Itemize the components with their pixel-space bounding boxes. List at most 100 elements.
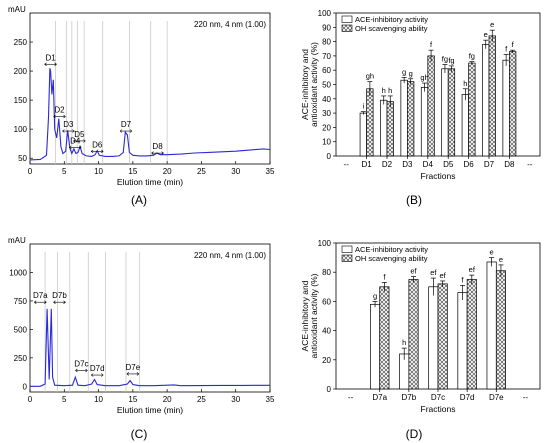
y-tick-label: 60 bbox=[322, 66, 331, 75]
bar bbox=[486, 261, 497, 390]
x-tick-label: 30 bbox=[231, 395, 240, 404]
peak-range-arrow bbox=[44, 62, 57, 67]
x-tick-placeholder: -- bbox=[348, 393, 354, 402]
significance-letter: e bbox=[484, 30, 488, 39]
bar bbox=[441, 68, 449, 157]
legend-label: ACE-inhibitory activity bbox=[355, 245, 428, 254]
x-tick-label: 0 bbox=[28, 395, 33, 404]
significance-letter: e bbox=[490, 20, 494, 29]
bar bbox=[427, 55, 435, 157]
significance-letter: f bbox=[430, 40, 433, 49]
peak-range-arrow bbox=[53, 114, 66, 119]
peak-range-arrow bbox=[53, 300, 66, 304]
bar bbox=[420, 87, 429, 157]
y-tick-label: 0 bbox=[327, 385, 332, 394]
bar bbox=[482, 44, 490, 157]
x-tick-label: D5 bbox=[443, 160, 454, 169]
significance-letter: ef bbox=[410, 267, 417, 276]
y-tick-label: 30 bbox=[322, 109, 331, 118]
bar-chart-3: 0 20 40 60 80 100 ACE-inhibitory and antioxidan… bbox=[300, 239, 541, 414]
significance-letter: gh bbox=[366, 72, 374, 81]
bar bbox=[461, 94, 469, 157]
significance-letter: h bbox=[402, 338, 406, 347]
significance-letter: e bbox=[490, 248, 494, 257]
chromatogram-0: 0 5 10 15 20 25 30 35 50 100 150 200 250 mAU Elution t… bbox=[8, 5, 275, 187]
x-tick-label: 30 bbox=[231, 167, 240, 176]
x-tick-label: D6 bbox=[463, 160, 474, 169]
detector-annotation: 220 nm, 4 nm (1.00) bbox=[194, 20, 266, 29]
x-tick-label: 25 bbox=[197, 167, 206, 176]
bar bbox=[428, 286, 439, 390]
significance-letter: g bbox=[373, 291, 377, 300]
significance-letter: h bbox=[382, 86, 386, 95]
legend-swatch bbox=[341, 24, 353, 32]
x-tick-label: 10 bbox=[94, 395, 103, 404]
x-tick-label: 5 bbox=[62, 167, 67, 176]
bar bbox=[488, 35, 496, 157]
x-tick-placeholder: -- bbox=[523, 393, 529, 402]
bar bbox=[379, 286, 390, 390]
legend-swatch bbox=[341, 245, 353, 253]
peak-range-arrow bbox=[34, 300, 47, 304]
panel-label-d: (D) bbox=[406, 427, 423, 441]
significance-letter: h bbox=[388, 86, 392, 95]
y-tick-label: 200 bbox=[14, 67, 28, 76]
bar bbox=[400, 79, 408, 157]
significance-letter: fg bbox=[442, 54, 448, 63]
peak-label: D3 bbox=[63, 120, 74, 129]
x-tick-label: 35 bbox=[266, 395, 275, 404]
legend-label: OH scavenging ability bbox=[355, 254, 428, 263]
peak-label: D2 bbox=[54, 106, 65, 115]
y-tick-label: 500 bbox=[14, 325, 28, 334]
bar bbox=[457, 292, 468, 390]
x-tick-label: 15 bbox=[128, 395, 137, 404]
y-tick-label: 60 bbox=[322, 297, 331, 306]
bar bbox=[380, 99, 388, 157]
x-tick-label: D7a bbox=[372, 393, 387, 402]
bar bbox=[447, 68, 456, 157]
x-tick-label: 35 bbox=[266, 167, 275, 176]
x-tick-label: 0 bbox=[28, 167, 33, 176]
x-tick-label: D7 bbox=[484, 160, 495, 169]
y-tick-label: 20 bbox=[322, 356, 331, 365]
x-tick-label: D3 bbox=[402, 160, 413, 169]
x-tick-label: 20 bbox=[163, 395, 172, 404]
peak-label: D8 bbox=[152, 142, 163, 151]
bar bbox=[509, 51, 517, 157]
peak-range-arrow bbox=[62, 129, 75, 133]
legend-label: ACE-inhibitory activity bbox=[355, 15, 428, 24]
peak-label: D7e bbox=[126, 363, 141, 372]
y-tick-label: 0 bbox=[327, 152, 332, 161]
peak-label: D7 bbox=[121, 120, 132, 129]
peak-range-arrow bbox=[91, 373, 104, 377]
y-tick-label: 1000 bbox=[9, 268, 27, 277]
significance-letter: f bbox=[512, 40, 515, 49]
x-tick-label: D7b bbox=[402, 393, 417, 402]
x-tick-placeholder: -- bbox=[344, 160, 350, 169]
significance-letter: g bbox=[402, 67, 406, 76]
y-tick-label: 250 bbox=[14, 354, 28, 363]
y-tick-label: 70 bbox=[322, 52, 331, 61]
significance-letter: ef bbox=[440, 271, 447, 280]
x-tick-label: 5 bbox=[62, 395, 67, 404]
significance-letter: fg bbox=[448, 56, 454, 65]
peak-label: D7d bbox=[90, 364, 105, 373]
legend-label: OH scavenging ability bbox=[355, 24, 428, 33]
peak-label: D7c bbox=[74, 360, 88, 369]
peak-label: D5 bbox=[74, 130, 85, 139]
bar bbox=[495, 270, 506, 390]
panel-label-b: (B) bbox=[406, 193, 422, 207]
significance-letter: f bbox=[505, 44, 508, 53]
y-tick-label: 80 bbox=[322, 268, 331, 277]
y-tick-label: 750 bbox=[14, 297, 28, 306]
peak-range-arrow bbox=[69, 145, 82, 150]
bar bbox=[370, 303, 381, 390]
significance-letter: f bbox=[461, 275, 464, 284]
x-tick-placeholder: -- bbox=[527, 160, 533, 169]
y-axis-label-line1: ACE-inhibitory and bbox=[300, 49, 310, 120]
x-tick-label: D2 bbox=[382, 160, 393, 169]
y-tick-label: 100 bbox=[14, 125, 28, 134]
panel-label-a: (A) bbox=[131, 193, 147, 207]
peak-label: D7a bbox=[33, 291, 48, 300]
